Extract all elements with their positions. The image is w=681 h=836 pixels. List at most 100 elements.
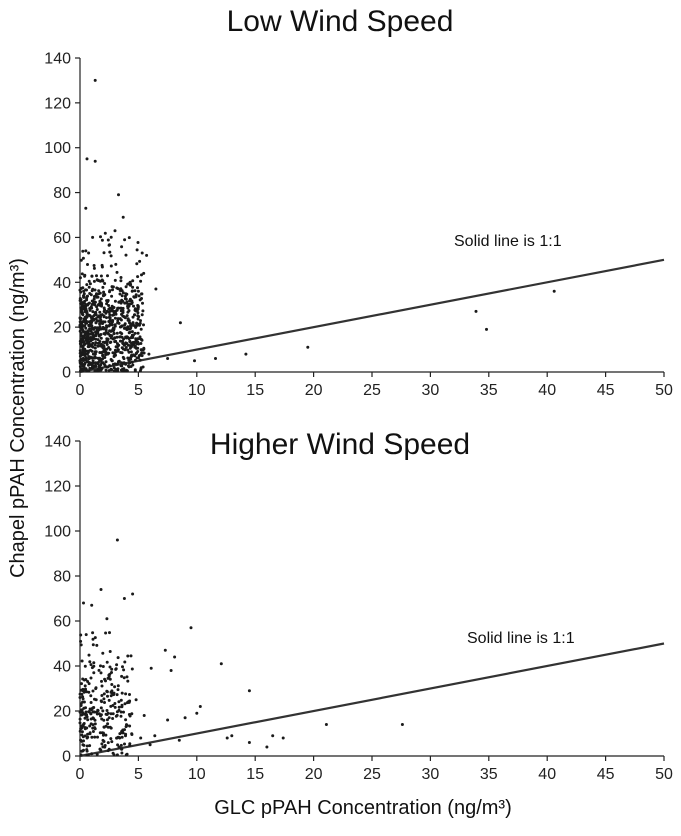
data-point (104, 368, 108, 372)
data-point (127, 350, 131, 354)
data-point (85, 314, 89, 318)
data-point (81, 367, 85, 371)
data-point (108, 672, 112, 676)
data-point (125, 327, 129, 331)
axes (79, 58, 664, 373)
data-point (153, 734, 157, 738)
data-point (91, 331, 94, 335)
data-point (86, 718, 90, 722)
data-point (97, 668, 101, 672)
data-point (116, 684, 120, 688)
y-tick-label: 40 (53, 659, 71, 676)
data-point (324, 723, 328, 726)
data-point (132, 341, 136, 345)
y-tick-label: 0 (62, 749, 71, 766)
data-point (113, 278, 117, 282)
data-point (78, 729, 82, 733)
y-axis-label: Chapel pPAH Concentration (ng/m³) (7, 258, 29, 578)
data-point (79, 357, 83, 361)
data-point (93, 346, 97, 350)
x-tick-label: 30 (422, 382, 440, 399)
data-point (189, 626, 193, 630)
data-point (111, 712, 115, 716)
data-point (105, 660, 109, 664)
data-point (106, 352, 110, 356)
data-point (115, 308, 119, 312)
data-point (82, 365, 86, 368)
data-point (138, 298, 142, 302)
data-point (99, 336, 103, 340)
data-point (128, 330, 132, 334)
data-point (100, 684, 104, 688)
data-point (93, 159, 97, 163)
data-point (123, 742, 126, 746)
data-point (84, 713, 88, 717)
data-point (86, 263, 89, 266)
data-point (89, 320, 93, 324)
data-point (121, 306, 125, 310)
data-point (83, 664, 87, 668)
y-tick-label: 140 (44, 434, 71, 451)
y-tick-label: 100 (44, 140, 71, 157)
data-point (87, 355, 91, 359)
data-point (122, 326, 126, 330)
scatter-points (78, 538, 404, 757)
data-point (105, 343, 109, 346)
data-point (113, 323, 117, 327)
data-point (124, 692, 128, 696)
data-point (85, 753, 89, 757)
data-point (552, 289, 556, 293)
data-point (121, 311, 125, 314)
data-point (94, 341, 98, 345)
data-point (120, 294, 124, 298)
data-point (83, 310, 87, 314)
data-point (93, 303, 97, 307)
data-point (80, 310, 84, 314)
data-point (105, 316, 108, 320)
data-point (105, 617, 109, 621)
data-point (117, 343, 121, 347)
data-point (214, 357, 217, 360)
data-point (130, 733, 134, 736)
data-point (132, 295, 136, 299)
data-point (102, 345, 106, 349)
data-point (129, 322, 133, 326)
data-point (108, 631, 111, 635)
annotation: Solid line is 1:1 (467, 630, 575, 647)
data-point (166, 357, 170, 360)
data-point (99, 274, 103, 278)
data-point (106, 238, 110, 242)
data-point (97, 364, 101, 368)
data-point (105, 718, 109, 722)
data-point (87, 279, 91, 283)
data-point (120, 691, 124, 695)
data-point (101, 733, 105, 737)
data-point (141, 365, 145, 369)
data-point (116, 743, 120, 747)
data-point (120, 730, 124, 733)
data-point (101, 354, 105, 358)
data-point (123, 297, 127, 301)
scatter-points (78, 78, 556, 373)
data-point (91, 341, 95, 345)
data-point (78, 351, 82, 355)
chart-title: Low Wind Speed (227, 5, 454, 38)
data-point (84, 633, 88, 637)
data-point (117, 359, 121, 363)
data-point (98, 316, 102, 319)
data-point (80, 659, 84, 663)
data-point (111, 751, 115, 755)
data-point (94, 365, 98, 368)
data-point (126, 356, 130, 360)
y-tick-label: 20 (53, 704, 71, 721)
data-point (89, 717, 93, 721)
data-point (173, 655, 177, 659)
data-point (93, 300, 97, 304)
data-point (93, 697, 96, 701)
data-point (99, 706, 103, 710)
data-point (138, 323, 141, 327)
data-point (122, 668, 126, 672)
data-point (96, 367, 100, 371)
data-point (128, 297, 132, 301)
